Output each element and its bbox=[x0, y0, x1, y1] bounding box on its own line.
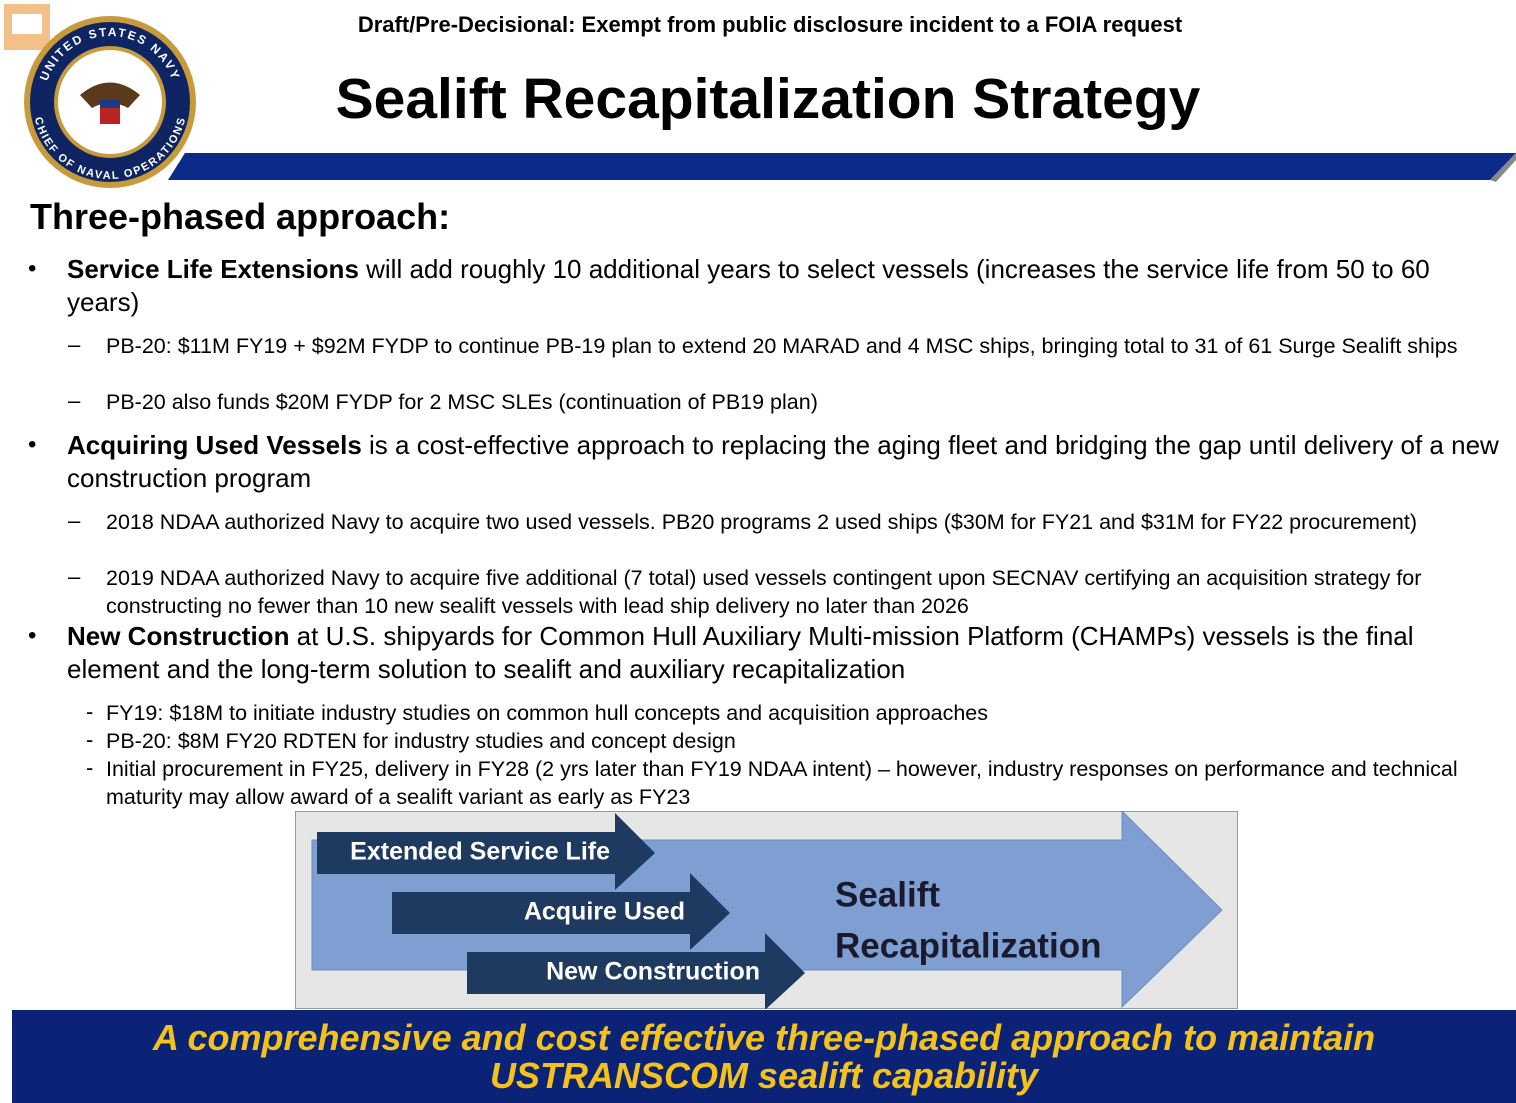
diagram: Extended Service Life Acquire Used New Con… bbox=[295, 811, 1238, 1009]
sub-marker: - bbox=[86, 755, 94, 780]
sub-marker: - bbox=[86, 699, 94, 724]
sub-item: 2018 NDAA authorized Navy to acquire two… bbox=[106, 510, 1417, 534]
target-label: Sealift bbox=[835, 875, 940, 914]
stripe-shadow bbox=[1490, 153, 1516, 182]
section-title: Three-phased approach: bbox=[30, 196, 451, 237]
bullet-marker: • bbox=[28, 622, 37, 649]
sub-item: Initial procurement in FY25, delivery in… bbox=[106, 757, 1458, 809]
bullet-lead: Service Life Extensions bbox=[67, 254, 359, 284]
bullet: Service Life Extensions will add roughly… bbox=[67, 253, 1507, 319]
phase-arrow bbox=[467, 933, 805, 1009]
sub-marker: – bbox=[68, 332, 81, 357]
phase-arrow bbox=[317, 813, 655, 890]
title: Sealift Recapitalization Strategy bbox=[335, 67, 1201, 131]
bullet-text: is a cost-effective approach to replacin… bbox=[67, 430, 1499, 493]
sub-marker: - bbox=[86, 727, 94, 752]
footer-banner: A comprehensive and cost effective three… bbox=[12, 1010, 1516, 1103]
sub-item: PB-20: $11M FY19 + $92M FYDP to continue… bbox=[106, 334, 1458, 358]
sub-item: PB-20 also funds $20M FYDP for 2 MSC SLE… bbox=[106, 390, 818, 414]
phase-arrow bbox=[392, 873, 730, 950]
sub-marker: – bbox=[68, 388, 81, 413]
comment-icon-inner bbox=[12, 14, 42, 34]
bullet-text: at U.S. shipyards for Common Hull Auxili… bbox=[67, 621, 1414, 684]
sub-marker: – bbox=[68, 508, 81, 533]
bullet-text: will add roughly 10 additional years to … bbox=[67, 254, 1430, 317]
bullet: New Construction at U.S. shipyards for C… bbox=[67, 620, 1507, 686]
sub-marker: – bbox=[68, 564, 81, 589]
footer-line: A comprehensive and cost effective three… bbox=[152, 1017, 1376, 1058]
sub-item: 2019 NDAA authorized Navy to acquire fiv… bbox=[106, 566, 1422, 618]
bullet-lead: New Construction bbox=[67, 621, 290, 651]
sub-item: FY19: $18M to initiate industry studies … bbox=[106, 701, 989, 725]
bullet-marker: • bbox=[28, 255, 37, 282]
target-label: Recapitalization bbox=[835, 926, 1101, 965]
footer-line: USTRANSCOM sealift capability bbox=[489, 1055, 1039, 1096]
bullet-lead: Acquiring Used Vessels bbox=[67, 430, 362, 460]
phase-label: Acquire Used bbox=[524, 898, 685, 926]
header-graphics: UNITED STATES NAVY CHIEF OF NAVAL OPERAT… bbox=[4, 4, 1516, 188]
phase-label: New Construction bbox=[546, 958, 760, 986]
classification: Draft/Pre-Decisional: Exempt from public… bbox=[357, 12, 1183, 37]
header-stripe bbox=[168, 153, 1516, 180]
sub-item: PB-20: $8M FY20 RDTEN for industry studi… bbox=[106, 729, 736, 753]
bullet: Acquiring Used Vessels is a cost-effecti… bbox=[67, 429, 1507, 495]
bullet-marker: • bbox=[28, 431, 37, 458]
phase-label: Extended Service Life bbox=[350, 838, 610, 866]
navy-seal: UNITED STATES NAVY CHIEF OF NAVAL OPERAT… bbox=[24, 16, 196, 188]
